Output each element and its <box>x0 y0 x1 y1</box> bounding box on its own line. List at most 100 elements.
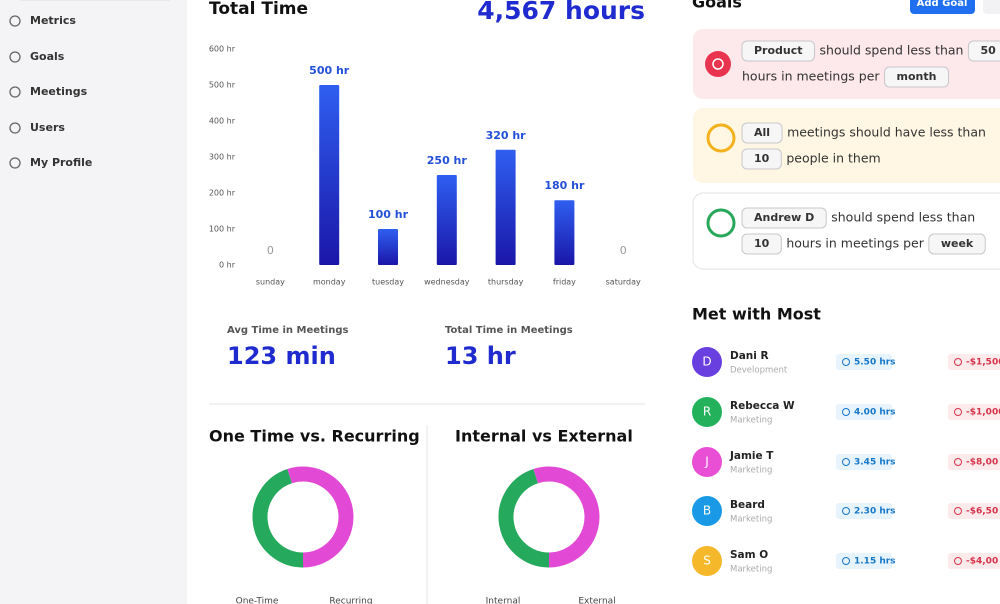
goal-icon <box>706 208 736 238</box>
goal-text: should spend less than <box>820 43 964 58</box>
value-label: 100 hr <box>368 208 409 221</box>
avatar-initial: R <box>703 405 711 419</box>
stat-label: Avg Time in Meetings <box>227 325 349 336</box>
legend-label: External <box>578 597 615 604</box>
x-tick-label: monday <box>313 278 346 287</box>
hours: 2.30 hrs <box>854 507 896 517</box>
cost-icon <box>954 408 962 416</box>
person-dept: Marketing <box>730 416 772 426</box>
avatar-initial: J <box>704 455 709 469</box>
menu-item[interactable]: Goals <box>30 50 65 63</box>
person-dept: Marketing <box>730 565 772 575</box>
clock-icon <box>842 358 850 366</box>
y-tick-label: 300 hr <box>209 153 236 162</box>
hours: 3.45 hrs <box>854 458 896 468</box>
menu-icon <box>9 157 21 169</box>
bar <box>378 229 398 265</box>
cost-icon <box>954 358 962 366</box>
y-tick-label: 400 hr <box>209 117 236 126</box>
clock-icon <box>842 507 850 515</box>
person-name: Dani R <box>730 350 769 362</box>
menu-item[interactable]: Metrics <box>30 14 76 27</box>
bar <box>436 175 457 265</box>
goal-chip[interactable] <box>741 122 783 144</box>
goal-text: should spend less than <box>831 210 975 225</box>
donut-segment <box>252 468 304 568</box>
person-name: Rebecca W <box>730 400 795 412</box>
menu-icon <box>9 122 21 134</box>
clock-icon <box>842 458 850 466</box>
goal-icon <box>705 51 731 77</box>
clock-icon <box>842 408 850 416</box>
goal-chip[interactable] <box>741 148 782 170</box>
stat-value: 123 min <box>227 342 336 370</box>
avatar <box>692 347 722 377</box>
goal-chip-label[interactable]: Product <box>754 44 803 57</box>
menu-icon <box>9 86 21 98</box>
goal-chip-label[interactable]: 10 <box>754 237 770 250</box>
goal-chip-label[interactable]: week <box>941 237 974 250</box>
stat-value: 13 hr <box>445 342 516 370</box>
x-tick-label: friday <box>553 278 576 287</box>
goal-chip[interactable] <box>884 66 949 88</box>
goal-chip[interactable] <box>928 233 986 255</box>
bar <box>319 85 340 265</box>
avatar <box>692 397 722 427</box>
hours: 5.50 hrs <box>854 358 896 368</box>
menu-icon <box>9 15 21 27</box>
legend-label: Recurring <box>329 597 372 604</box>
cost: -$4,00 <box>966 557 998 567</box>
cost-icon <box>954 557 962 565</box>
goal-chip-label[interactable]: 50 <box>980 44 996 57</box>
hours-badge <box>836 454 892 470</box>
menu-item[interactable]: Meetings <box>30 85 88 98</box>
next-button[interactable] <box>983 0 1000 14</box>
goal-chip-label[interactable]: All <box>754 126 770 139</box>
value-label: 320 hr <box>486 129 527 142</box>
person-name: Sam O <box>730 549 768 561</box>
goal-chip[interactable] <box>967 40 1000 62</box>
goal-icon <box>706 123 736 153</box>
x-tick-label: sunday <box>256 278 285 287</box>
y-tick-label: 100 hr <box>209 225 236 234</box>
value-label: 0 <box>620 244 627 257</box>
hours-badge <box>836 354 892 370</box>
donut-segment <box>533 466 600 568</box>
bar <box>495 149 516 265</box>
goal-chip-label[interactable]: Andrew D <box>754 211 814 224</box>
y-tick-label: 0 hr <box>219 261 236 270</box>
menu-item[interactable]: My Profile <box>30 156 92 169</box>
goal-chip[interactable] <box>741 207 827 229</box>
value-label: 500 hr <box>309 64 350 77</box>
stat-label: Total Time in Meetings <box>445 325 573 336</box>
goal-chip[interactable] <box>741 40 816 62</box>
person-dept: Marketing <box>730 466 772 476</box>
donut-segment <box>287 466 354 568</box>
x-tick-label: tuesday <box>372 278 404 287</box>
goal-text: meetings should have less than <box>787 125 986 140</box>
goal-card <box>692 192 1000 270</box>
value-label: 180 hr <box>544 179 585 192</box>
sidebar <box>0 0 187 604</box>
hours-badge <box>836 553 892 569</box>
goal-chip-label[interactable]: 10 <box>754 152 770 165</box>
person-dept: Development <box>730 366 788 376</box>
add-goal-label[interactable]: Add Goal <box>917 0 968 9</box>
y-tick-label: 200 hr <box>209 189 236 198</box>
value-label: 250 hr <box>427 154 468 167</box>
add-goal-button[interactable] <box>910 0 975 14</box>
menu-item[interactable]: Users <box>30 121 65 134</box>
cost: -$1,000 <box>966 408 1000 418</box>
goal-text: hours in meetings per <box>786 236 924 251</box>
avatar <box>692 546 722 576</box>
cost-icon <box>954 507 962 515</box>
donut-segment <box>498 468 550 568</box>
goal-chip-label[interactable]: month <box>897 70 937 83</box>
cost-icon <box>954 458 962 466</box>
goal-card <box>693 108 1000 183</box>
cost: -$6,50 <box>966 507 998 517</box>
goal-chip[interactable] <box>741 233 782 255</box>
goal-icon-mark <box>712 58 724 70</box>
avatar <box>692 496 722 526</box>
